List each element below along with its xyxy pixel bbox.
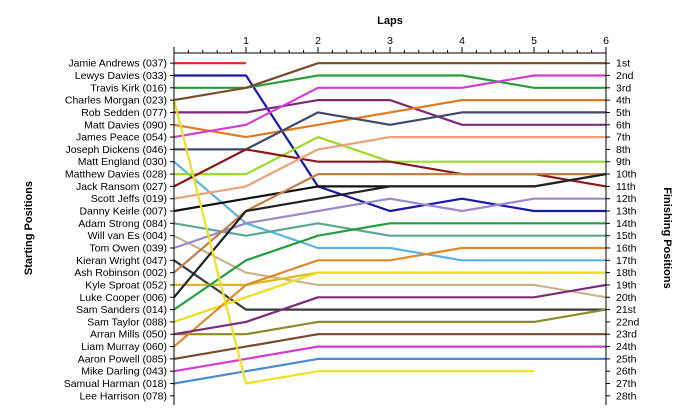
start-position-label: Sam Sanders (014) xyxy=(76,304,167,316)
start-position-label: Joseph Dickens (046) xyxy=(65,144,167,156)
finish-position-label: 4th xyxy=(616,95,631,107)
start-position-label: Lee Harrison (078) xyxy=(79,390,167,402)
finishing-positions-axis-title: Finishing Positions xyxy=(661,187,673,288)
finish-position-label: 13th xyxy=(616,206,637,218)
finish-position-label: 10th xyxy=(616,169,637,181)
start-position-label: Kieran Wright (047) xyxy=(76,255,167,267)
start-position-label: Arran Mills (050) xyxy=(90,329,167,341)
finish-position-label: 7th xyxy=(616,132,631,144)
finish-position-label: 3rd xyxy=(616,82,631,94)
start-position-label: Lewys Davies (033) xyxy=(75,70,167,82)
finish-position-label: 27th xyxy=(616,378,637,390)
x-tick-label: 5 xyxy=(531,35,537,47)
rider-line-16 xyxy=(173,197,606,250)
rider-line-13 xyxy=(173,173,607,213)
finish-position-label: 16th xyxy=(616,242,637,254)
rider-line-8 xyxy=(174,111,606,151)
start-position-label: Jack Ransom (027) xyxy=(76,181,167,193)
finish-position-label: 22nd xyxy=(616,316,640,328)
x-tick-label: 4 xyxy=(459,35,465,47)
start-position-label: Jamie Andrews (037) xyxy=(68,58,167,70)
rider-line-10 xyxy=(174,136,606,176)
start-position-label: Matt England (030) xyxy=(78,156,167,168)
finish-position-label: 17th xyxy=(616,255,637,267)
rider-line-20 xyxy=(173,173,607,299)
finish-position-label: 19th xyxy=(616,279,637,291)
rider-line-6 xyxy=(173,98,606,139)
start-position-label: Matthew Davies (028) xyxy=(65,169,167,181)
finish-position-label: 18th xyxy=(616,267,637,279)
rider-line-3 xyxy=(174,74,606,89)
starting-position-labels: Jamie Andrews (037)Lewys Davies (033)Tra… xyxy=(64,58,167,403)
finish-position-label: 5th xyxy=(616,107,631,119)
start-position-label: Samual Harman (018) xyxy=(64,378,167,390)
rider-line-29 xyxy=(173,283,607,336)
axes xyxy=(170,47,610,405)
start-position-label: Matt Davies (090) xyxy=(84,119,167,131)
rider-line-19 xyxy=(174,271,606,286)
start-position-label: Scott Jeffs (019) xyxy=(91,193,167,205)
rider-line-17 xyxy=(173,259,606,311)
start-position-label: Liam Murray (060) xyxy=(81,341,167,353)
rider-line-27 xyxy=(173,357,606,385)
rider-line-23 xyxy=(174,308,607,336)
starting-positions-axis-title: Starting Positions xyxy=(23,181,35,275)
finish-position-label: 9th xyxy=(616,156,631,168)
rider-line-24 xyxy=(173,246,606,348)
rider-line-21 xyxy=(173,222,606,311)
rider-line-14 xyxy=(173,222,606,237)
rider-line-26 xyxy=(173,345,606,373)
finish-position-label: 2nd xyxy=(616,70,634,82)
finish-position-label: 15th xyxy=(616,230,637,242)
rider-line-7 xyxy=(173,74,606,139)
start-position-label: Will van Es (004) xyxy=(88,230,167,242)
x-tick-labels: 1 2 3 4 5 6 xyxy=(243,35,609,47)
finish-position-label: 26th xyxy=(616,366,637,378)
finish-position-label: 6th xyxy=(616,119,631,131)
start-position-label: Tom Owen (039) xyxy=(89,242,167,254)
finishing-position-labels: 1st2nd3rd4th5th6th7th8th9th10th11th12th1… xyxy=(616,58,640,403)
finish-position-label: 20th xyxy=(616,292,637,304)
rider-line-2 xyxy=(174,74,606,213)
finish-position-label: 8th xyxy=(616,144,631,156)
chart-title: Laps xyxy=(377,15,403,27)
rider-line-28 xyxy=(172,99,534,385)
rider-line-5 xyxy=(174,98,606,126)
start-position-label: Luke Cooper (006) xyxy=(79,292,167,304)
rider-line-25 xyxy=(173,333,606,360)
x-tick-label: 6 xyxy=(603,35,609,47)
finish-position-label: 25th xyxy=(616,353,637,365)
finish-position-label: 24th xyxy=(616,341,637,353)
x-tick-label: 1 xyxy=(243,35,249,47)
rider-line-22 xyxy=(173,271,606,323)
start-position-label: Sam Taylor (088) xyxy=(87,316,167,328)
start-position-label: Charles Morgan (023) xyxy=(65,95,167,107)
finish-position-label: 23rd xyxy=(616,329,637,341)
rider-line-4 xyxy=(173,62,606,102)
series-lines xyxy=(172,62,607,385)
rider-line-11 xyxy=(173,148,607,188)
start-position-label: Aaron Powell (085) xyxy=(78,353,167,365)
start-position-label: Adam Strong (084) xyxy=(78,218,167,230)
rider-line-12 xyxy=(173,136,606,200)
start-position-label: Travis Kirk (016) xyxy=(90,82,167,94)
finish-position-label: 14th xyxy=(616,218,637,230)
start-position-label: Kyle Sproat (052) xyxy=(85,279,167,291)
finish-position-label: 12th xyxy=(616,193,637,205)
x-tick-label: 3 xyxy=(387,35,393,47)
x-tick-label: 2 xyxy=(315,35,321,47)
start-position-label: Rob Sedden (077) xyxy=(81,107,167,119)
finish-position-label: 21st xyxy=(616,304,636,316)
start-position-label: James Peace (054) xyxy=(76,132,167,144)
start-position-label: Ash Robinson (002) xyxy=(74,267,167,279)
finish-position-label: 11th xyxy=(616,181,636,193)
start-position-label: Mike Darling (043) xyxy=(81,366,167,378)
finish-position-label: 28th xyxy=(616,390,637,402)
rider-line-15 xyxy=(173,234,607,299)
finish-position-label: 1st xyxy=(616,58,630,70)
start-position-label: Danny Keirle (007) xyxy=(79,206,167,218)
